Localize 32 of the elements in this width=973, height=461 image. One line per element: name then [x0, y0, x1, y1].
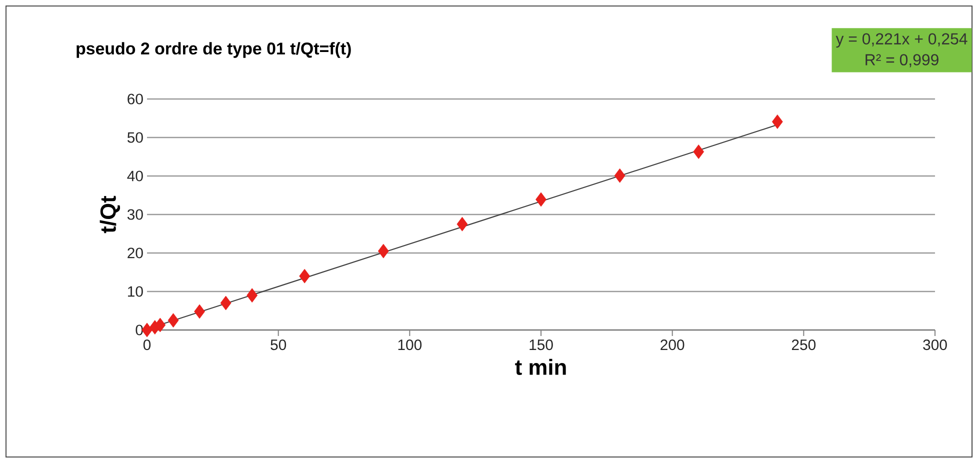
point	[772, 114, 783, 129]
point	[220, 296, 232, 310]
point	[154, 318, 166, 332]
y-tick-label: 20	[128, 248, 143, 258]
y-tick-label: 60	[128, 94, 143, 104]
y-tick-label: 10	[128, 286, 143, 297]
point	[614, 168, 626, 183]
point	[194, 304, 205, 319]
chart-title: pseudo 2 ordre de type 01 t/Qt=f(t)	[76, 42, 351, 58]
point	[299, 268, 310, 284]
text: y = 0,221x + 0,254	[836, 33, 968, 48]
x-tick-label: 0	[143, 340, 151, 350]
x-axis-title: t min	[515, 358, 566, 375]
y-tick-label: 40	[127, 170, 143, 182]
point	[142, 322, 152, 338]
y-tick-label: 0	[136, 324, 143, 336]
y-axis-title: t/Qt	[100, 196, 120, 234]
point	[168, 313, 179, 328]
x-tick-label: 50	[270, 340, 286, 350]
point	[693, 144, 704, 159]
y-tick-label: 50	[127, 132, 143, 143]
point	[456, 216, 468, 232]
x-tick-label: 300	[923, 340, 947, 350]
point	[246, 288, 258, 303]
x-tick-label: 100	[398, 340, 422, 350]
text: R² = 0,999	[866, 54, 938, 68]
x-tick-label: 200	[660, 340, 684, 350]
x-tick-label: 150	[530, 340, 553, 350]
y-tick-label: 30	[127, 209, 143, 220]
point	[536, 192, 546, 207]
point	[378, 244, 389, 258]
x-tick-label: 250	[792, 340, 816, 350]
